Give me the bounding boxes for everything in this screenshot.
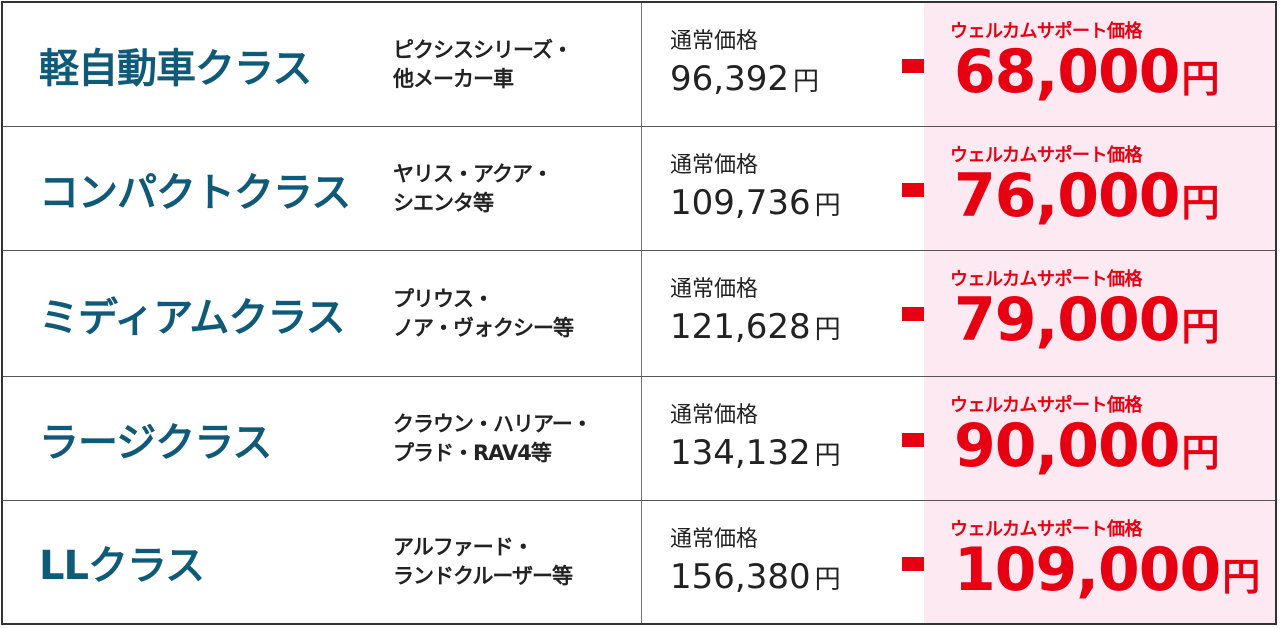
models-line-2: 他メーカー車: [393, 66, 514, 91]
welcome-price: 109,000円: [954, 535, 1260, 605]
yen-unit: 円: [1181, 431, 1220, 475]
normal-price-value: 96,392: [670, 59, 789, 99]
models-line-1: クラウン・ハリアー・: [393, 411, 593, 436]
class-name: ミディアムクラス: [39, 294, 346, 341]
normal-price-cell: 通常価格 96,392 円: [641, 3, 925, 126]
normal-price-value: 134,132: [670, 433, 811, 473]
normal-price-cell: 通常価格 134,132 円: [641, 377, 925, 500]
models-line-1: ヤリス・アクア・: [393, 161, 553, 186]
welcome-price-cell: ウェルカムサポート価格 76,000円: [924, 127, 1275, 250]
normal-price-label: 通常価格: [670, 29, 759, 54]
welcome-price: 68,000円: [954, 37, 1220, 107]
class-name: ラージクラス: [39, 419, 272, 466]
welcome-price-label: ウェルカムサポート価格: [950, 395, 1142, 416]
table-row: ラージクラス クラウン・ハリアー・ プラド・RAV4等 通常価格 134,132…: [3, 377, 1275, 501]
normal-price-label: 通常価格: [670, 277, 759, 302]
welcome-price-cell: ウェルカムサポート価格 109,000円: [924, 501, 1275, 623]
class-name: コンパクトクラス: [39, 169, 351, 216]
models-line-1: ピクシスシリーズ・: [393, 37, 573, 62]
yen-unit: 円: [814, 441, 841, 471]
normal-price: 134,132 円: [670, 433, 841, 473]
class-name: 軽自動車クラス: [39, 45, 312, 92]
welcome-price-value: 68,000: [954, 37, 1181, 107]
welcome-price-value: 109,000: [954, 535, 1221, 605]
normal-price-label: 通常価格: [670, 403, 759, 428]
welcome-price-value: 76,000: [954, 161, 1181, 231]
yen-unit: 円: [1222, 555, 1260, 599]
normal-price: 156,380 円: [670, 557, 841, 597]
example-models: アルファード・ ランドクルーザー等: [393, 501, 573, 623]
welcome-price-value: 90,000: [954, 411, 1181, 481]
example-models: プリウス・ ノア・ヴォクシー等: [393, 251, 574, 376]
yen-unit: 円: [1181, 181, 1220, 225]
welcome-price: 90,000円: [954, 411, 1220, 481]
example-models: ピクシスシリーズ・ 他メーカー車: [393, 3, 573, 126]
normal-price-cell: 通常価格 156,380 円: [641, 501, 925, 623]
welcome-price: 76,000円: [954, 161, 1220, 231]
welcome-price: 79,000円: [954, 285, 1220, 355]
models-line-1: アルファード・: [393, 535, 534, 559]
yen-unit: 円: [1181, 305, 1220, 349]
normal-price-value: 109,736: [670, 183, 811, 223]
table-row: コンパクトクラス ヤリス・アクア・ シエンタ等 通常価格 109,736 円 ウェ…: [3, 127, 1275, 251]
normal-price: 121,628 円: [670, 307, 841, 347]
welcome-price-label: ウェルカムサポート価格: [950, 145, 1142, 166]
welcome-price-cell: ウェルカムサポート価格 79,000円: [924, 251, 1275, 376]
normal-price-value: 121,628: [670, 307, 811, 347]
normal-price: 96,392 円: [670, 59, 819, 99]
yen-unit: 円: [792, 67, 819, 97]
models-line-1: プリウス・: [393, 286, 494, 311]
welcome-price-cell: ウェルカムサポート価格 90,000円: [924, 377, 1275, 500]
welcome-price-label: ウェルカムサポート価格: [950, 21, 1142, 42]
normal-price-value: 156,380: [670, 557, 811, 597]
class-name: LLクラス: [39, 543, 205, 589]
yen-unit: 円: [814, 191, 841, 221]
welcome-price-label: ウェルカムサポート価格: [950, 269, 1142, 290]
yen-unit: 円: [814, 565, 841, 595]
welcome-price-label: ウェルカムサポート価格: [950, 519, 1142, 540]
table-row: LLクラス アルファード・ ランドクルーザー等 通常価格 156,380 円 ウェ…: [3, 501, 1275, 623]
normal-price: 109,736 円: [670, 183, 841, 223]
models-line-2: プラド・RAV4等: [393, 440, 552, 465]
welcome-price-value: 79,000: [954, 285, 1181, 355]
models-line-2: ランドクルーザー等: [393, 564, 573, 588]
example-models: ヤリス・アクア・ シエンタ等: [393, 127, 553, 250]
normal-price-cell: 通常価格 109,736 円: [641, 127, 925, 250]
normal-price-label: 通常価格: [670, 153, 759, 178]
yen-unit: 円: [814, 315, 841, 345]
example-models: クラウン・ハリアー・ プラド・RAV4等: [393, 377, 593, 500]
yen-unit: 円: [1181, 57, 1220, 101]
table-row: 軽自動車クラス ピクシスシリーズ・ 他メーカー車 通常価格 96,392 円 ウェ…: [3, 3, 1275, 127]
normal-price-label: 通常価格: [670, 527, 759, 552]
table-row: ミディアムクラス プリウス・ ノア・ヴォクシー等 通常価格 121,628 円 ウ…: [3, 251, 1275, 377]
models-line-2: ノア・ヴォクシー等: [393, 315, 574, 340]
models-line-2: シエンタ等: [393, 190, 494, 215]
normal-price-cell: 通常価格 121,628 円: [641, 251, 925, 376]
welcome-price-cell: ウェルカムサポート価格 68,000円: [924, 3, 1275, 126]
